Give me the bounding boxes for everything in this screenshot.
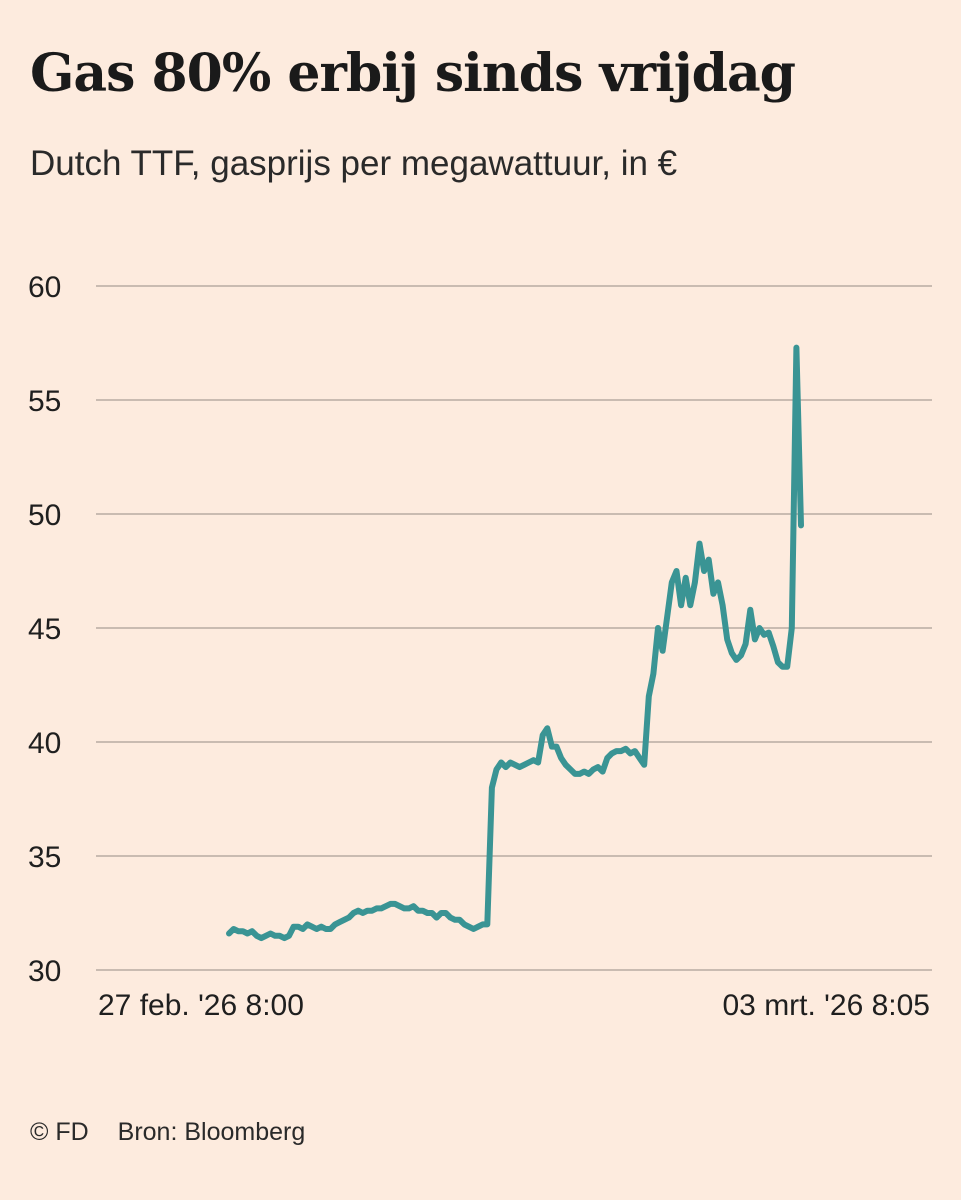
y-tick-label-50: 50 bbox=[28, 499, 61, 532]
series-layer bbox=[226, 344, 804, 942]
y-tick-label-45: 45 bbox=[28, 613, 61, 646]
y-tick-label-40: 40 bbox=[28, 727, 61, 760]
y-tick-label-55: 55 bbox=[28, 385, 61, 418]
line-chart: 30 35 40 45 50 55 60 27 feb. '26 8:00 03 mrt. '… bbox=[28, 271, 932, 1022]
y-axis-tick-labels: 30 35 40 45 50 55 60 bbox=[28, 271, 61, 988]
y-tick-label-35: 35 bbox=[28, 841, 61, 874]
series-line-0 bbox=[226, 344, 804, 942]
gridlines bbox=[96, 285, 932, 971]
footer: © FD Bron: Bloomberg bbox=[30, 1115, 305, 1149]
chart-subtitle: Dutch TTF, gasprijs per megawattuur, in … bbox=[30, 144, 678, 183]
x-tick-label-end: 03 mrt. '26 8:05 bbox=[722, 989, 930, 1022]
y-tick-label-60: 60 bbox=[28, 271, 61, 304]
source-label: Bron: Bloomberg bbox=[117, 1118, 306, 1146]
x-axis-tick-labels: 27 feb. '26 8:00 03 mrt. '26 8:05 bbox=[98, 989, 930, 1022]
copyright-label: © FD bbox=[30, 1118, 89, 1146]
x-tick-label-start: 27 feb. '26 8:00 bbox=[98, 989, 304, 1022]
y-tick-label-30: 30 bbox=[28, 955, 61, 988]
chart-title: Gas 80% erbij sinds vrijdag bbox=[30, 43, 796, 104]
